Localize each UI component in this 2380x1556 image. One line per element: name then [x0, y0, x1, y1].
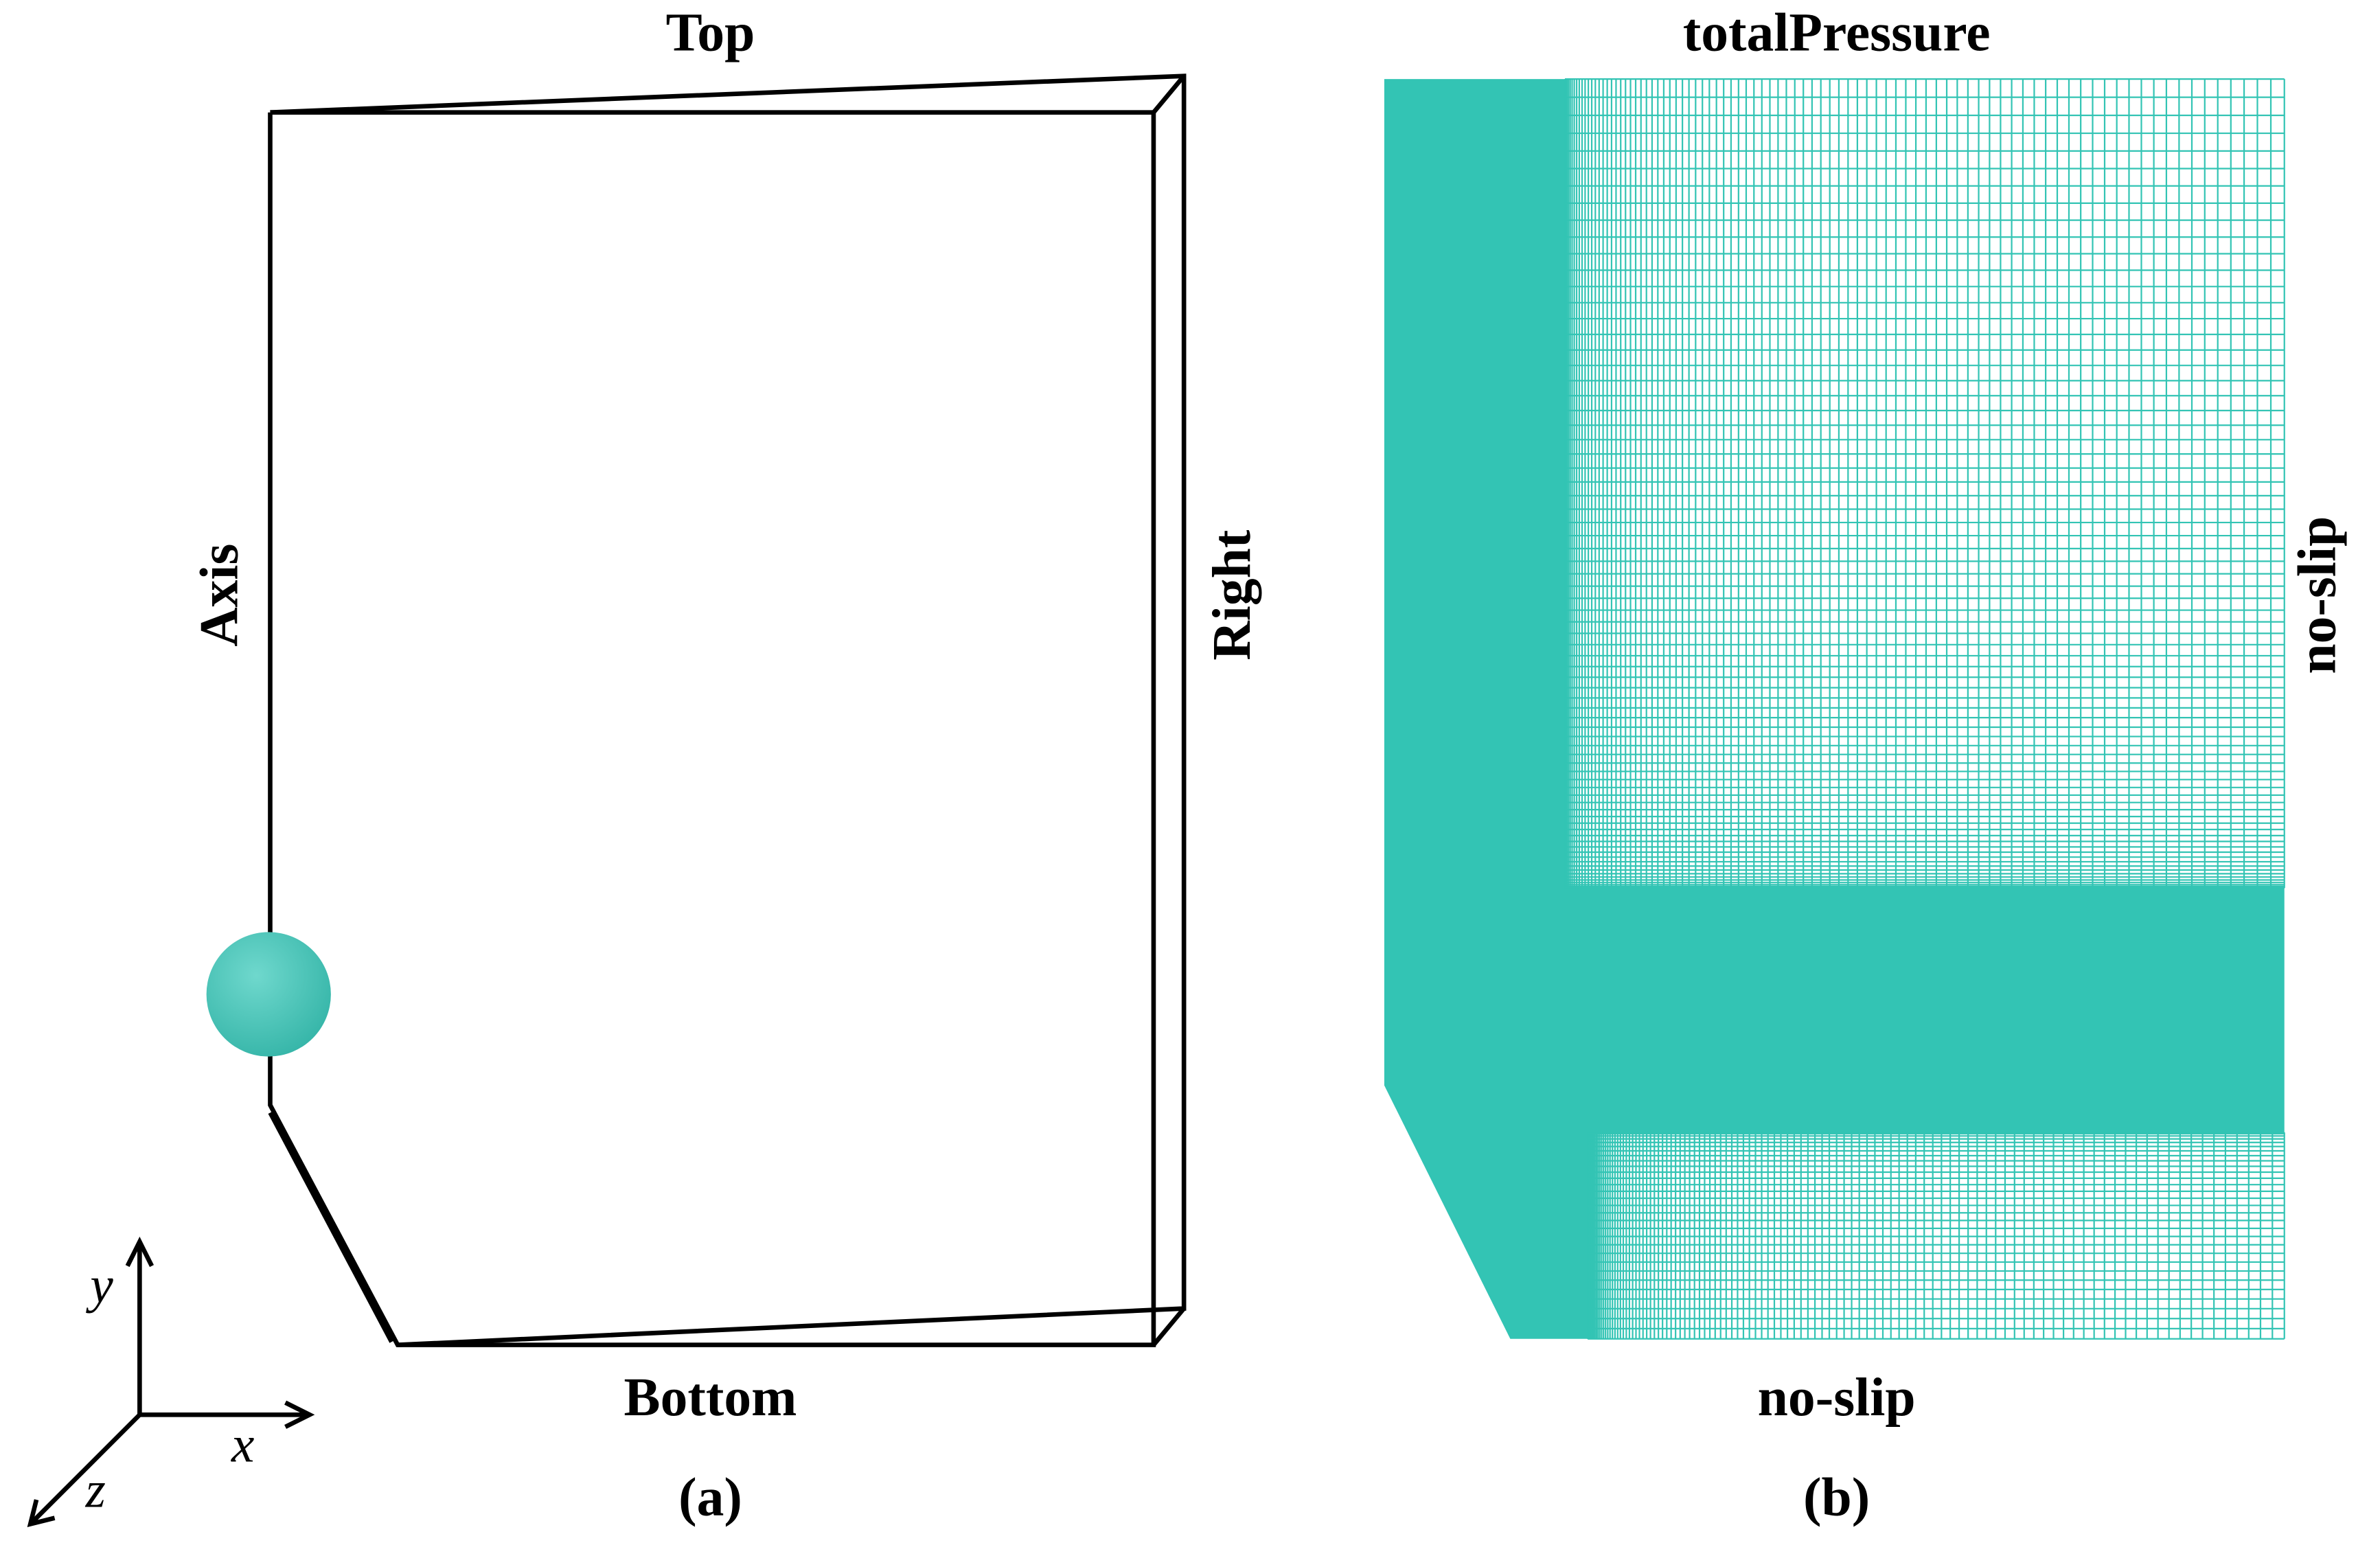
sphere	[206, 932, 331, 1057]
boundary-label: Top	[666, 3, 755, 63]
domain-front	[268, 110, 1156, 1347]
boundary-label: totalPressure	[1683, 3, 1991, 63]
boundary-label: Bottom	[624, 1367, 797, 1428]
boundary-label: no-slip	[2287, 516, 2347, 674]
domain-edge	[268, 1111, 394, 1343]
boundary-label: Right	[1202, 529, 1262, 661]
panel-a: y x z Top Axis Right Bottom (a)	[27, 3, 1262, 1528]
mesh	[1384, 78, 2285, 1340]
domain-back	[270, 73, 1187, 1347]
panel-b: totalPressure no-slip no-slip (b)	[1683, 3, 2348, 1528]
caption: (a)	[678, 1467, 742, 1528]
axis-label: y	[85, 1257, 113, 1314]
axis-label: z	[85, 1462, 106, 1519]
domain-edge	[1152, 74, 1186, 114]
boundary-label: no-slip	[1758, 1367, 1916, 1428]
caption: (b)	[1803, 1467, 1870, 1528]
coordinate-triad	[27, 1236, 315, 1527]
axis-label: x	[231, 1416, 254, 1473]
boundary-label: Axis	[189, 543, 249, 646]
domain-edge	[1152, 1307, 1186, 1347]
mesh-region	[1564, 79, 2285, 889]
